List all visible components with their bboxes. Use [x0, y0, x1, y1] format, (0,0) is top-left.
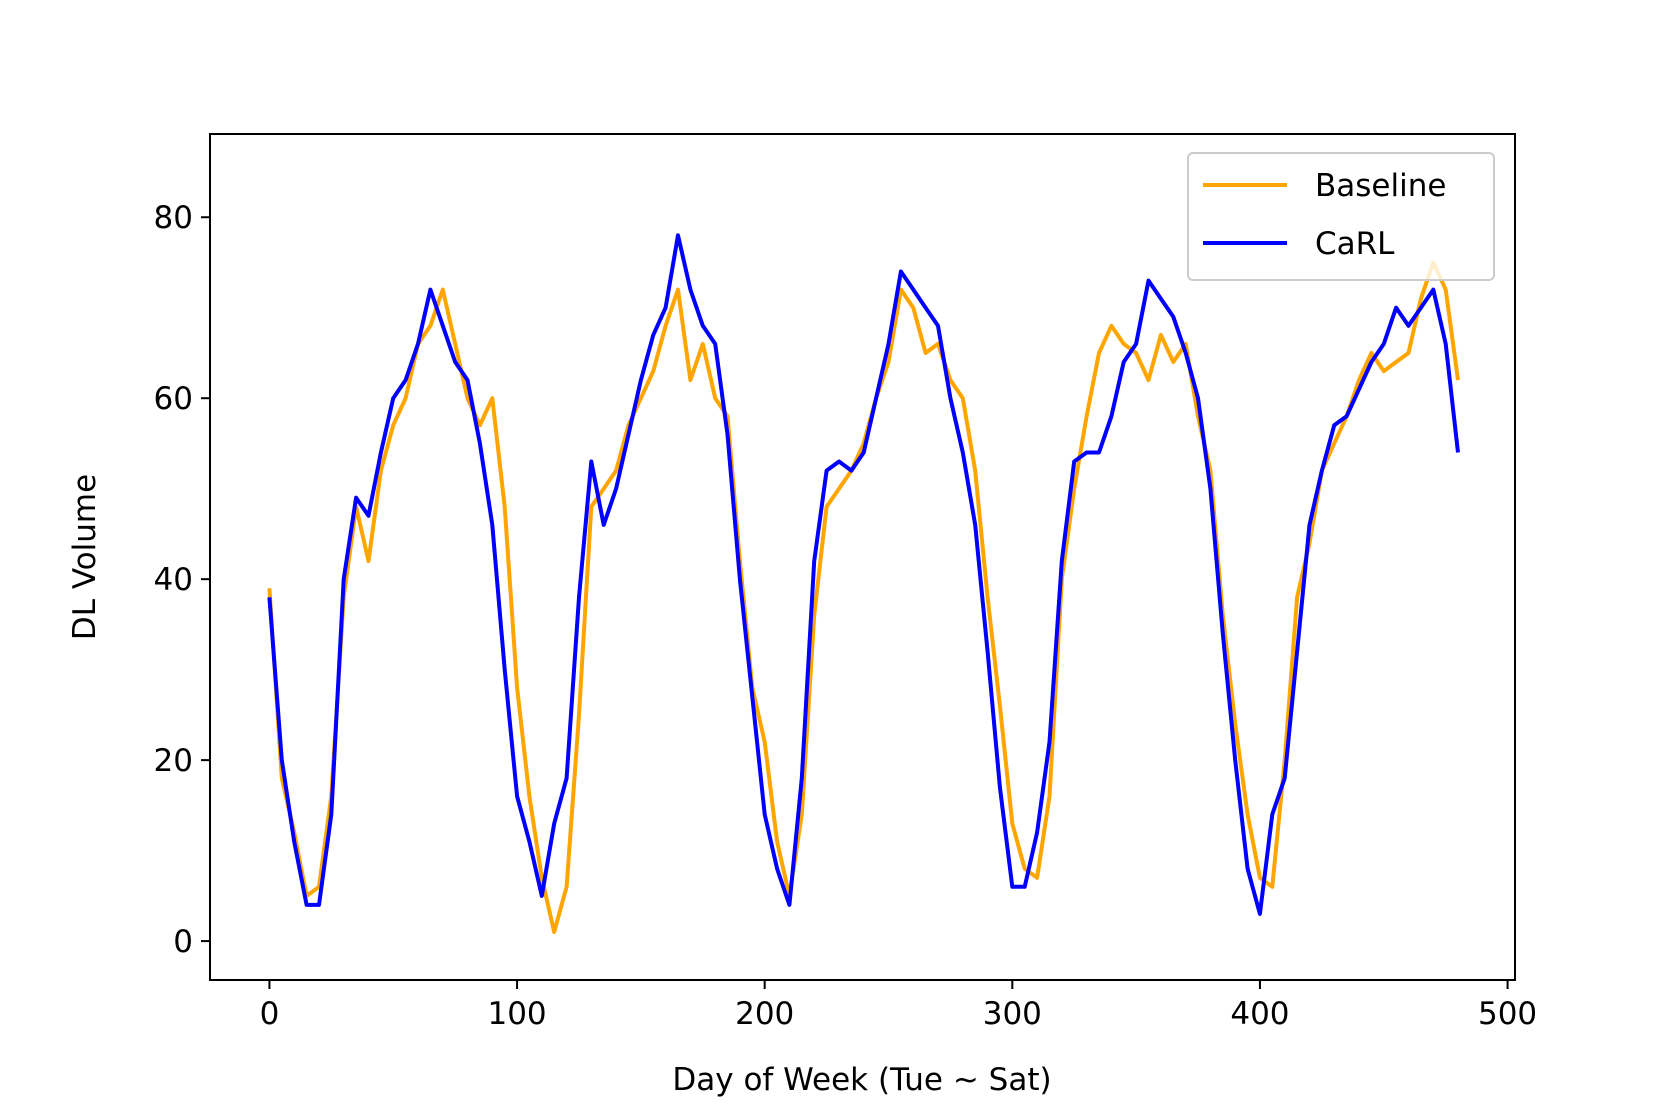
plot-area-frame [209, 133, 1516, 981]
y-axis-label: DL Volume [67, 474, 103, 640]
x-tick-label: 200 [735, 996, 794, 1032]
series-layer [267, 233, 1460, 934]
y-tick-label: 0 [173, 924, 193, 960]
y-tick-label: 20 [154, 743, 193, 779]
legend-label-baseline: Baseline [1315, 168, 1446, 204]
series-line-carl [267, 233, 1460, 916]
y-tick-label: 60 [154, 381, 193, 417]
x-tick-label: 0 [260, 996, 280, 1032]
x-axis-ticks: 0 100 200 300 400 500 [260, 980, 1537, 1032]
y-axis-ticks: 0 20 40 60 80 [154, 200, 210, 960]
x-tick-label: 400 [1230, 996, 1289, 1032]
x-tick-label: 100 [487, 996, 546, 1032]
x-tick-label: 300 [983, 996, 1042, 1032]
y-tick-label: 40 [154, 562, 193, 598]
legend-label-carl: CaRL [1315, 226, 1395, 262]
legend: Baseline CaRL [1187, 152, 1495, 281]
y-tick-label: 80 [154, 200, 193, 236]
series-line-baseline [267, 260, 1460, 934]
x-tick-label: 500 [1478, 996, 1537, 1032]
x-axis-label: Day of Week (Tue ~ Sat) [672, 1062, 1051, 1098]
